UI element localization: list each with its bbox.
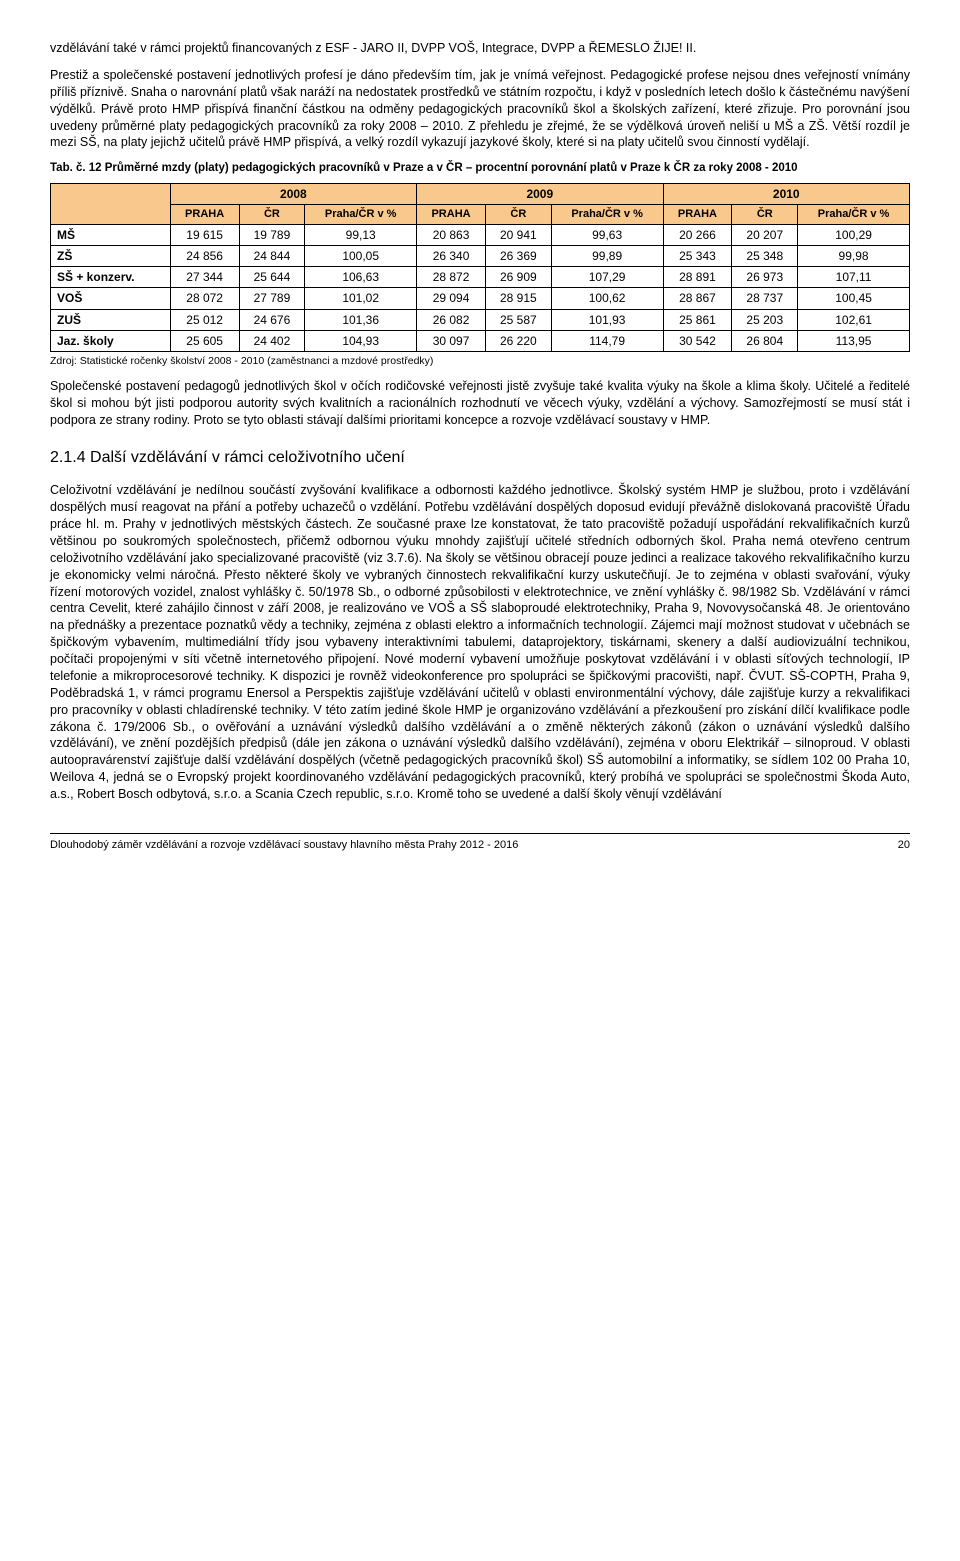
col-cr: ČR: [486, 204, 552, 224]
paragraph-lifelong-learning: Celoživotní vzdělávání je nedílnou součá…: [50, 482, 910, 803]
salary-table: 2008 2009 2010 PRAHA ČR Praha/ČR v % PRA…: [50, 183, 910, 352]
table-cell: 26 909: [486, 267, 552, 288]
table-cell: 25 587: [486, 309, 552, 330]
table-cell: 29 094: [417, 288, 486, 309]
col-cr: ČR: [239, 204, 305, 224]
table-cell: 99,13: [305, 224, 417, 245]
table-cell: 106,63: [305, 267, 417, 288]
table-cell: 26 082: [417, 309, 486, 330]
table-row: ZŠ24 85624 844100,0526 34026 36999,8925 …: [51, 245, 910, 266]
row-label: SŠ + konzerv.: [51, 267, 171, 288]
table-cell: 101,93: [551, 309, 663, 330]
table-row: MŠ19 61519 78999,1320 86320 94199,6320 2…: [51, 224, 910, 245]
table-cell: 30 542: [663, 330, 732, 351]
table-cell: 25 343: [663, 245, 732, 266]
table-cell: 113,95: [798, 330, 910, 351]
col-praha: PRAHA: [417, 204, 486, 224]
table-cell: 100,45: [798, 288, 910, 309]
table-cell: 100,05: [305, 245, 417, 266]
table-row: VOŠ28 07227 789101,0229 09428 915100,622…: [51, 288, 910, 309]
table-cell: 99,63: [551, 224, 663, 245]
table-year-row: 2008 2009 2010: [51, 183, 910, 204]
table-row: Jaz. školy25 60524 402104,9330 09726 220…: [51, 330, 910, 351]
page-number: 20: [898, 838, 910, 853]
table-cell: 24 402: [239, 330, 305, 351]
year-2010: 2010: [663, 183, 910, 204]
table-cell: 28 872: [417, 267, 486, 288]
table-cell: 20 941: [486, 224, 552, 245]
table-cell: 28 737: [732, 288, 798, 309]
table-row: SŠ + konzerv.27 34425 644106,6328 87226 …: [51, 267, 910, 288]
table-cell: 26 973: [732, 267, 798, 288]
year-2009: 2009: [417, 183, 663, 204]
table-cell: 20 207: [732, 224, 798, 245]
table-cell: 101,02: [305, 288, 417, 309]
col-ratio: Praha/ČR v %: [551, 204, 663, 224]
table-cell: 104,93: [305, 330, 417, 351]
table-cell: 26 369: [486, 245, 552, 266]
table-cell: 25 861: [663, 309, 732, 330]
table-cell: 99,89: [551, 245, 663, 266]
table-cell: 25 012: [170, 309, 239, 330]
table-cell: 19 789: [239, 224, 305, 245]
table-cell: 25 348: [732, 245, 798, 266]
table-cell: 102,61: [798, 309, 910, 330]
section-heading: 2.1.4 Další vzdělávání v rámci celoživot…: [50, 447, 910, 469]
page-footer: Dlouhodobý záměr vzdělávání a rozvoje vz…: [50, 833, 910, 853]
row-label: ZŠ: [51, 245, 171, 266]
table-cell: 26 804: [732, 330, 798, 351]
paragraph-intro: vzdělávání také v rámci projektů financo…: [50, 40, 910, 57]
table-cell: 24 844: [239, 245, 305, 266]
row-label: MŠ: [51, 224, 171, 245]
table-sub-row: PRAHA ČR Praha/ČR v % PRAHA ČR Praha/ČR …: [51, 204, 910, 224]
table-cell: 26 220: [486, 330, 552, 351]
col-ratio: Praha/ČR v %: [305, 204, 417, 224]
year-2008: 2008: [170, 183, 416, 204]
row-label: ZUŠ: [51, 309, 171, 330]
table-cell: 27 789: [239, 288, 305, 309]
row-label: VOŠ: [51, 288, 171, 309]
table-cell: 24 676: [239, 309, 305, 330]
table-cell: 20 863: [417, 224, 486, 245]
table-caption: Tab. č. 12 Průměrné mzdy (platy) pedagog…: [50, 161, 910, 177]
table-cell: 27 344: [170, 267, 239, 288]
table-cell: 107,11: [798, 267, 910, 288]
table-cell: 28 072: [170, 288, 239, 309]
col-praha: PRAHA: [170, 204, 239, 224]
table-cell: 25 203: [732, 309, 798, 330]
col-ratio: Praha/ČR v %: [798, 204, 910, 224]
table-cell: 26 340: [417, 245, 486, 266]
table-cell: 28 867: [663, 288, 732, 309]
table-cell: 114,79: [551, 330, 663, 351]
table-cell: 100,29: [798, 224, 910, 245]
col-cr: ČR: [732, 204, 798, 224]
table-cell: 100,62: [551, 288, 663, 309]
paragraph-context: Prestiž a společenské postavení jednotli…: [50, 67, 910, 151]
row-label: Jaz. školy: [51, 330, 171, 351]
paragraph-after-table: Společenské postavení pedagogů jednotliv…: [50, 378, 910, 429]
table-cell: 101,36: [305, 309, 417, 330]
table-cell: 107,29: [551, 267, 663, 288]
table-cell: 28 891: [663, 267, 732, 288]
table-cell: 24 856: [170, 245, 239, 266]
footer-text: Dlouhodobý záměr vzdělávání a rozvoje vz…: [50, 838, 518, 853]
table-row: ZUŠ25 01224 676101,3626 08225 587101,932…: [51, 309, 910, 330]
table-cell: 20 266: [663, 224, 732, 245]
table-cell: 25 644: [239, 267, 305, 288]
table-cell: 19 615: [170, 224, 239, 245]
table-source: Zdroj: Statistické ročenky školství 2008…: [50, 354, 910, 368]
table-cell: 99,98: [798, 245, 910, 266]
table-cell: 28 915: [486, 288, 552, 309]
col-praha: PRAHA: [663, 204, 732, 224]
table-cell: 25 605: [170, 330, 239, 351]
table-cell: 30 097: [417, 330, 486, 351]
